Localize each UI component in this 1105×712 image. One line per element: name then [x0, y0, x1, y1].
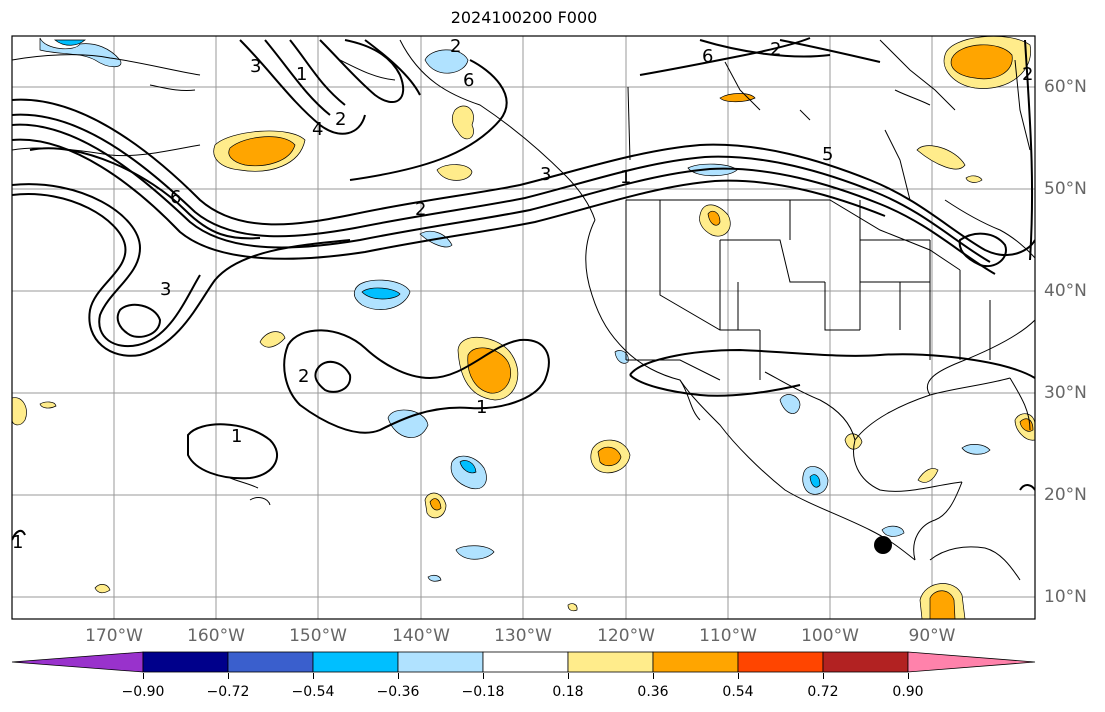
- contour-label: 3: [250, 56, 261, 77]
- contour-label: 1: [12, 532, 23, 553]
- colorbar-label: −0.72: [206, 684, 250, 700]
- contour-label: 6: [702, 46, 713, 67]
- contour-label: 1: [296, 64, 307, 85]
- colorbar-tick: [313, 673, 314, 679]
- colorbar-bin: [482, 651, 569, 673]
- colorbar-label: −0.54: [291, 684, 335, 700]
- contour-label-group: 6 2 1 3 2 1 1 2 4 6 3 2 1 6 5 2 3 2 1: [12, 36, 1033, 553]
- colorbar-bin: [397, 651, 484, 673]
- lat-label: 40°N: [1044, 281, 1087, 301]
- contour-label: 3: [160, 279, 171, 300]
- contour-label: 6: [463, 70, 474, 91]
- coastlines: [12, 39, 1035, 581]
- colorbar-bin: [737, 651, 824, 673]
- lon-label: 150°W: [289, 626, 347, 646]
- colorbar: [11, 651, 1036, 673]
- contour-label: 2: [335, 109, 346, 130]
- lon-label: 140°W: [392, 626, 450, 646]
- colorbar-label: 0.90: [892, 684, 924, 700]
- lat-label: 10°N: [1044, 587, 1087, 607]
- lat-label: 60°N: [1044, 77, 1087, 97]
- station-dot: [874, 536, 892, 554]
- colorbar-label: −0.90: [121, 684, 165, 700]
- lon-label: 160°W: [187, 626, 245, 646]
- contour-label: 2: [298, 366, 309, 387]
- lat-label: 20°N: [1044, 485, 1087, 505]
- colorbar-label: −0.18: [461, 684, 505, 700]
- lon-label: 130°W: [494, 626, 552, 646]
- map-frame: [11, 35, 1036, 620]
- contour-label: 4: [312, 119, 323, 140]
- shaded-fields: [12, 36, 1035, 619]
- colorbar-label: −0.36: [376, 684, 420, 700]
- colorbar-extend-low: [11, 651, 144, 673]
- contour-label: 1: [476, 397, 487, 418]
- contour-label: 1: [231, 426, 242, 447]
- lon-label: 90°W: [908, 626, 956, 646]
- colorbar-bin: [312, 651, 399, 673]
- lon-label: 120°W: [597, 626, 655, 646]
- colorbar-tick: [483, 673, 484, 679]
- colorbar-tick: [823, 673, 824, 679]
- colorbar-tick: [143, 673, 144, 679]
- colorbar-tick: [908, 673, 909, 679]
- colorbar-tick: [568, 673, 569, 679]
- contour-label: 2: [415, 199, 426, 220]
- lon-label: 110°W: [699, 626, 757, 646]
- contours: [12, 37, 1035, 541]
- colorbar-bin: [227, 651, 314, 673]
- colorbar-extend-high: [907, 651, 1036, 673]
- lon-label: 170°W: [85, 626, 143, 646]
- colorbar-label: 0.54: [722, 684, 754, 700]
- colorbar-bin: [567, 651, 654, 673]
- colorbar-bin: [652, 651, 739, 673]
- contour-label: 3: [540, 164, 551, 185]
- map-title: 2024100200 F000: [450, 8, 598, 27]
- colorbar-tick: [228, 673, 229, 679]
- colorbar-tick: [653, 673, 654, 679]
- contour-label: 2: [450, 36, 461, 57]
- colorbar-label: 0.72: [807, 684, 839, 700]
- contour-label: 1: [620, 167, 631, 188]
- colorbar-bin: [822, 651, 909, 673]
- lat-label: 50°N: [1044, 179, 1087, 199]
- colorbar-tick: [738, 673, 739, 679]
- colorbar-label: 0.18: [552, 684, 584, 700]
- contour-label: 2: [770, 39, 781, 60]
- contour-label: 5: [822, 144, 833, 165]
- colorbar-bin: [142, 651, 229, 673]
- lat-label: 30°N: [1044, 383, 1087, 403]
- colorbar-label: 0.36: [637, 684, 669, 700]
- contour-label: 2: [1022, 64, 1033, 85]
- colorbar-tick: [398, 673, 399, 679]
- contour-label: 6: [170, 187, 181, 208]
- lon-label: 100°W: [801, 626, 859, 646]
